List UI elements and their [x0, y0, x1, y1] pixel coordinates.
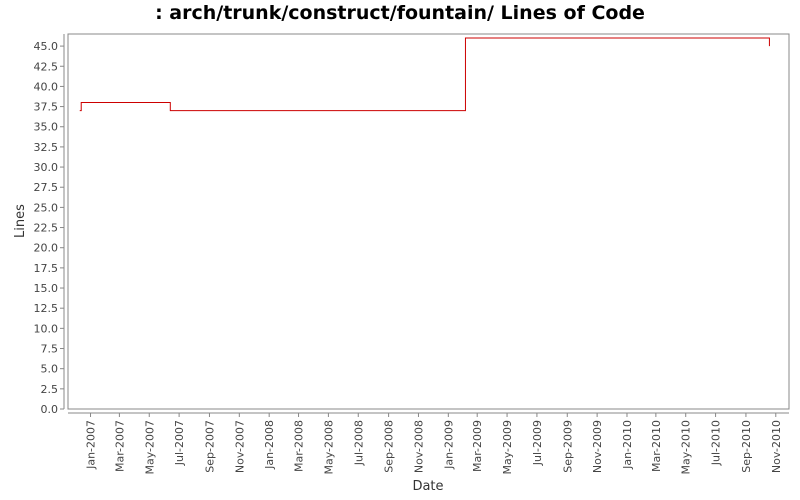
y-tick-label: 35.0: [34, 121, 59, 134]
x-tick-label: Jan-2010: [621, 420, 634, 470]
y-tick-label: 25.0: [34, 201, 59, 214]
y-axis-title: Lines: [13, 204, 28, 238]
y-tick-label: 32.5: [34, 141, 59, 154]
x-tick-label: Jul-2009: [531, 420, 544, 466]
x-tick-label: Jul-2007: [173, 420, 186, 466]
x-tick-label: Jan-2009: [442, 420, 455, 470]
y-tick-label: 37.5: [34, 101, 59, 114]
x-tick-label: Nov-2008: [412, 420, 425, 473]
y-tick-label: 12.5: [34, 302, 59, 315]
y-tick-label: 5.0: [41, 363, 59, 376]
x-tick-label: May-2008: [322, 420, 335, 475]
x-tick-label: Mar-2010: [650, 420, 663, 472]
x-tick-label: Jul-2008: [352, 420, 365, 466]
y-tick-label: 27.5: [34, 181, 59, 194]
y-tick-label: 17.5: [34, 262, 59, 275]
y-tick-label: 40.0: [34, 80, 59, 93]
x-tick-label: Sep-2009: [561, 420, 574, 473]
x-tick-label: Jul-2010: [710, 420, 723, 466]
x-ticks: Jan-2007 Mar-2007 May-2007 Jul-2007 Sep-2007…: [85, 413, 783, 475]
chart-title: : arch/trunk/construct/fountain/ Lines o…: [155, 2, 645, 24]
x-axis-title: Date: [412, 479, 443, 494]
y-tick-label: 15.0: [34, 282, 59, 295]
x-tick-label: Jan-2008: [263, 420, 276, 470]
y-tick-label: 30.0: [34, 161, 59, 174]
x-tick-label: Mar-2009: [471, 420, 484, 472]
y-tick-label: 7.5: [41, 343, 59, 356]
x-tick-label: Sep-2008: [383, 420, 396, 473]
x-tick-label: Jan-2007: [85, 420, 98, 470]
x-tick-label: Nov-2010: [770, 420, 783, 473]
x-tick-label: Mar-2008: [293, 420, 306, 472]
x-tick-label: Mar-2007: [113, 420, 126, 472]
x-tick-label: Nov-2009: [591, 420, 604, 473]
series-line: [79, 37, 770, 112]
plot-area: [67, 33, 790, 410]
x-tick-label: Sep-2010: [740, 420, 753, 473]
y-tick-label: 22.5: [34, 222, 59, 235]
y-tick-label: 45.0: [34, 40, 59, 53]
x-tick-label: Nov-2007: [233, 420, 246, 473]
y-tick-label: 0.0: [41, 403, 59, 416]
y-tick-label: 42.5: [34, 60, 59, 73]
y-tick-label: 2.5: [41, 383, 59, 396]
x-tick-label: May-2010: [680, 420, 693, 475]
x-tick-label: May-2007: [143, 420, 156, 475]
y-tick-label: 20.0: [34, 242, 59, 255]
y-tick-label: 10.0: [34, 322, 59, 335]
x-tick-label: Sep-2007: [203, 420, 216, 473]
x-tick-label: May-2009: [501, 420, 514, 475]
y-ticks: 0.0 2.5 5.0 7.5 10.0 12.5 15.0 17.5 20.0 22.5 25.0…: [34, 40, 64, 416]
